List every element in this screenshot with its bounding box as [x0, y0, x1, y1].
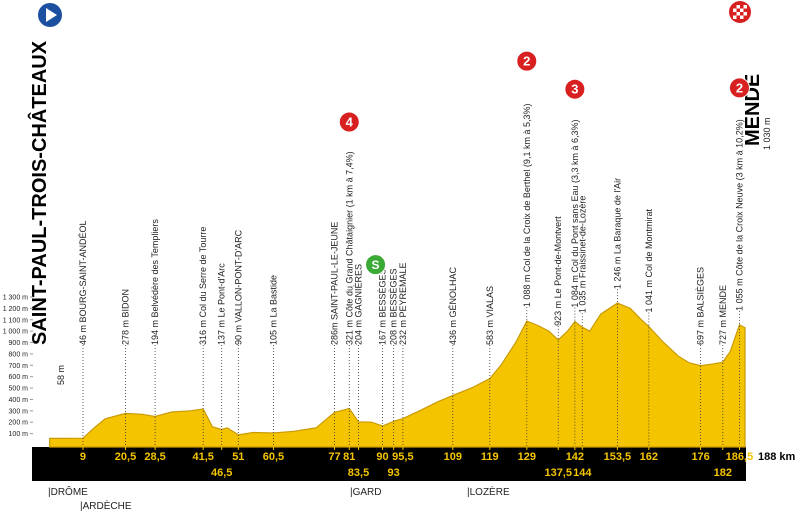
waypoint-label: 1 088 m Col de la Croix de Berthel (9,1 … [522, 104, 532, 308]
x-tick-label: 182 [714, 467, 732, 479]
y-tick-label: 400 m [9, 397, 29, 404]
profile-area [49, 302, 746, 448]
waypoint-label: 1 084 m Col du Pont sans Eau (3,3 km à 6… [570, 119, 580, 307]
y-tick-label: 700 m [9, 363, 29, 370]
region-label: |DRÔME [48, 485, 88, 498]
region-label: |LOZÈRE [467, 485, 510, 498]
finish-icon [729, 1, 751, 23]
y-tick-label: 1 000 m [3, 329, 28, 336]
waypoint-label: 1 055 m Côte de la Croix Neuve (3 km à 1… [734, 119, 744, 311]
region-label: |GARD [350, 487, 382, 498]
x-tick-label: 46,5 [211, 467, 232, 479]
x-tick-label: 0 [42, 451, 48, 463]
waypoint-label: 1 041 m Col de Montmirat [644, 208, 654, 312]
finish-altitude: 1 030 m [762, 117, 772, 150]
waypoint-label: 923 m Le Pont-de-Montvert [553, 216, 563, 326]
y-tick-label: 900 m [9, 340, 29, 347]
x-tick-label: 93 [388, 467, 400, 479]
waypoint-label: 697 m BALSIÈGES [696, 267, 706, 345]
climb-category: 2 [736, 80, 743, 95]
y-tick-label: 500 m [9, 386, 29, 393]
waypoint-label: 1 246 m La Baraque de l'Air [612, 178, 622, 289]
x-tick-label: 144 [573, 467, 592, 479]
sprint-badge-circle [365, 254, 387, 276]
climb-category: 3 [571, 82, 578, 97]
waypoint-label: 278 m BIDON [121, 289, 131, 345]
y-tick-label: 1 300 m [3, 295, 28, 302]
waypoint-label: 1 035 m Fraissinet-de-Lozère [577, 196, 587, 314]
region-label: |ARDÈCHE [80, 499, 132, 512]
x-tick-label: 77 [328, 451, 340, 463]
y-tick-label: 1 200 m [3, 306, 28, 313]
waypoint-label: 137 m Le Pont-d'Arc [217, 263, 227, 345]
waypoint-label: 286m SAINT-PAUL-LE-JEUNE [329, 222, 339, 345]
x-tick-label: 9 [80, 451, 86, 463]
start-icon [38, 3, 62, 27]
waypoint-label: 727 m MENDE [718, 285, 728, 345]
waypoint-label: 90 m VALLON-PONT-D'ARC [233, 229, 243, 345]
climb-badge: 2 [516, 50, 538, 72]
waypoint-label: 194 m Belvédère des Templiers [150, 219, 160, 345]
climb-badge-circle [338, 111, 360, 133]
y-tick-label: 300 m [9, 408, 29, 415]
x-tick-label: 51 [232, 451, 244, 463]
climb-badge: 2 [728, 77, 750, 99]
x-tick-label: 28,5 [144, 451, 165, 463]
waypoint-label: 204 m GAGNIÈRES [354, 264, 364, 345]
y-tick-label: 1 100 m [3, 317, 28, 324]
x-tick-label: 90 [376, 451, 388, 463]
waypoint-label: 208 m BESSÈGES [389, 268, 399, 345]
x-tick-label: 153,5 [604, 451, 632, 463]
waypoint-label: 583 m VIALAS [485, 286, 495, 345]
sprint-label: S [372, 258, 380, 272]
climb-badge-circle [516, 50, 538, 72]
x-tick-label: 109 [444, 451, 462, 463]
waypoint-label: 321 m Côte du Grand Châtaignier (1 km à … [344, 151, 354, 345]
waypoint-label: 232 m PEYREMALE [398, 262, 408, 345]
y-tick-label: 200 m [9, 420, 29, 427]
y-tick-label: 600 m [9, 374, 29, 381]
climb-category: 2 [523, 54, 530, 69]
climb-badge: 3 [564, 78, 586, 100]
x-tick-label: 119 [481, 451, 499, 463]
x-tick-label: 95,5 [392, 451, 413, 463]
x-tick-label: 41,5 [192, 451, 213, 463]
km-band [32, 447, 746, 481]
y-tick-label: 800 m [9, 351, 29, 358]
climb-badge-circle [564, 78, 586, 100]
climb-badge: 4 [338, 111, 360, 133]
x-tick-label: 83,5 [348, 467, 369, 479]
waypoint-label: 105 m La Bastide [268, 275, 278, 345]
climb-badge-circle [728, 77, 750, 99]
x-tick-label: 162 [640, 451, 658, 463]
x-tick-label: 20,5 [115, 451, 136, 463]
x-tick-label: 137,5 [544, 467, 572, 479]
x-tick-label: 186,5 [726, 451, 754, 463]
y-tick-label: 100 m [9, 431, 29, 438]
waypoint-label: 436 m GÉNOLHAC [448, 266, 458, 345]
waypoint-label: 316 m Col du Serre de Tourre [198, 227, 208, 345]
x-tick-label: 129 [518, 451, 536, 463]
x-tick-label: 81 [343, 451, 355, 463]
x-tick-label: 176 [691, 451, 709, 463]
waypoint-label: 46 m BOURG-SAINT-ANDÉOL [78, 220, 88, 345]
x-tick-label: 188 km [758, 451, 796, 463]
start-name: SAINT-PAUL-TROIS-CHÂTEAUX [27, 40, 51, 345]
start-altitude: 58 m [56, 365, 66, 385]
sprint-badge: S [365, 254, 387, 276]
x-tick-label: 60,5 [263, 451, 284, 463]
waypoint-label: 167 m BESSÈGES [378, 268, 388, 345]
x-tick-label: 142 [566, 451, 584, 463]
climb-category: 4 [346, 115, 354, 130]
